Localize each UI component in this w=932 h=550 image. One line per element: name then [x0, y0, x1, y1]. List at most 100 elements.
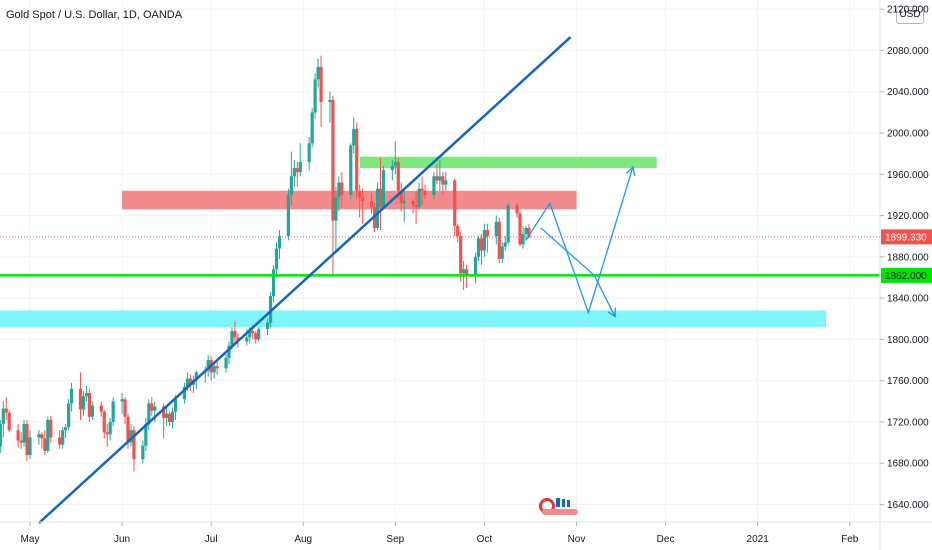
candle	[165, 407, 169, 427]
candle	[411, 199, 415, 214]
candle-body	[453, 180, 457, 226]
candle	[298, 143, 302, 177]
candle-body	[245, 337, 249, 342]
candle	[313, 73, 317, 119]
candle-body	[506, 205, 510, 243]
candle-body	[518, 213, 522, 245]
candle	[500, 242, 504, 264]
candle-body	[144, 424, 148, 446]
candle-body	[340, 182, 344, 195]
candle-body	[230, 331, 234, 346]
candle-body	[182, 386, 187, 400]
candle	[141, 440, 145, 464]
x-tick-label: Jul	[205, 534, 218, 545]
candle-body	[271, 269, 276, 297]
candle-body	[7, 412, 11, 431]
y-tick-label: 1880.000	[887, 252, 929, 263]
candle	[453, 178, 457, 237]
candles	[0, 55, 531, 472]
candle	[358, 184, 362, 218]
candle	[414, 190, 418, 224]
candle-body	[37, 434, 41, 438]
candle	[64, 424, 68, 439]
candle-body	[188, 378, 192, 385]
candle	[7, 409, 11, 433]
candle	[292, 159, 296, 187]
candle-body	[423, 190, 427, 195]
candle	[4, 397, 8, 420]
x-tick-label: 2021	[747, 534, 770, 545]
candle	[420, 176, 424, 206]
candle-body	[266, 322, 270, 330]
candle	[90, 401, 94, 420]
candle	[503, 236, 507, 251]
candle-body	[289, 176, 293, 195]
candle	[144, 417, 148, 451]
candle	[417, 182, 421, 210]
candle	[435, 163, 439, 185]
candle-body	[49, 419, 53, 438]
currency-badge[interactable]: USD	[896, 6, 924, 24]
candle	[129, 424, 133, 447]
candle-body	[173, 399, 178, 412]
candle	[105, 424, 109, 447]
y-tick-label: 1960.000	[887, 170, 929, 181]
candle	[518, 211, 522, 247]
candle-body	[84, 393, 89, 397]
candle	[352, 117, 356, 154]
candle-body	[286, 194, 290, 237]
candle-body	[132, 430, 136, 460]
candle-body	[40, 434, 44, 439]
candle	[286, 188, 290, 241]
trendline	[38, 36, 572, 525]
candle-body	[19, 440, 23, 443]
overlays	[0, 36, 880, 525]
candle-body	[277, 236, 282, 249]
candle	[506, 203, 510, 245]
candle-body	[482, 230, 487, 251]
candle	[67, 399, 71, 431]
candle-body	[227, 345, 231, 358]
candle-body	[64, 427, 68, 431]
candle-body	[147, 403, 151, 425]
candle	[16, 424, 20, 448]
candle	[473, 252, 478, 284]
candle-body	[358, 190, 362, 197]
candle-body	[355, 128, 359, 191]
candle-body	[399, 190, 403, 204]
candle	[69, 382, 74, 412]
candle-body	[141, 445, 145, 460]
candle	[331, 95, 335, 276]
candle	[233, 320, 237, 344]
y-tick-label: 2080.000	[887, 46, 929, 57]
candle	[310, 108, 314, 148]
candle	[0, 419, 2, 453]
zone-upper	[359, 156, 657, 169]
candle	[381, 166, 386, 210]
candle-body	[524, 227, 528, 235]
candle	[58, 430, 62, 449]
candle-body	[46, 419, 50, 451]
candle	[150, 397, 154, 416]
zone-resistance	[122, 190, 577, 210]
candle-body	[352, 128, 356, 146]
y-axis[interactable]: 2120.000 2080.000 2040.000 2000.000 1960.000…	[880, 5, 929, 511]
candle-body	[414, 205, 418, 208]
y-tick-label: 1720.000	[887, 417, 929, 428]
candle	[215, 362, 219, 375]
candle	[515, 203, 519, 218]
candle-body	[462, 269, 466, 274]
x-axis[interactable]: May Jun Jul Aug Sep Oct Nov Dec 2021 Feb	[21, 522, 859, 545]
x-tick-label: Oct	[477, 534, 493, 545]
candle-body	[479, 238, 484, 251]
candle-body	[150, 403, 154, 411]
x-tick-label: Feb	[841, 534, 859, 545]
candle-body	[328, 99, 332, 103]
candle	[393, 141, 397, 175]
candle-body	[381, 170, 386, 208]
price-tags: 1899.330 1862.000	[881, 229, 932, 283]
candle-body	[307, 143, 311, 162]
candle	[87, 388, 91, 422]
candle-body	[233, 331, 237, 338]
